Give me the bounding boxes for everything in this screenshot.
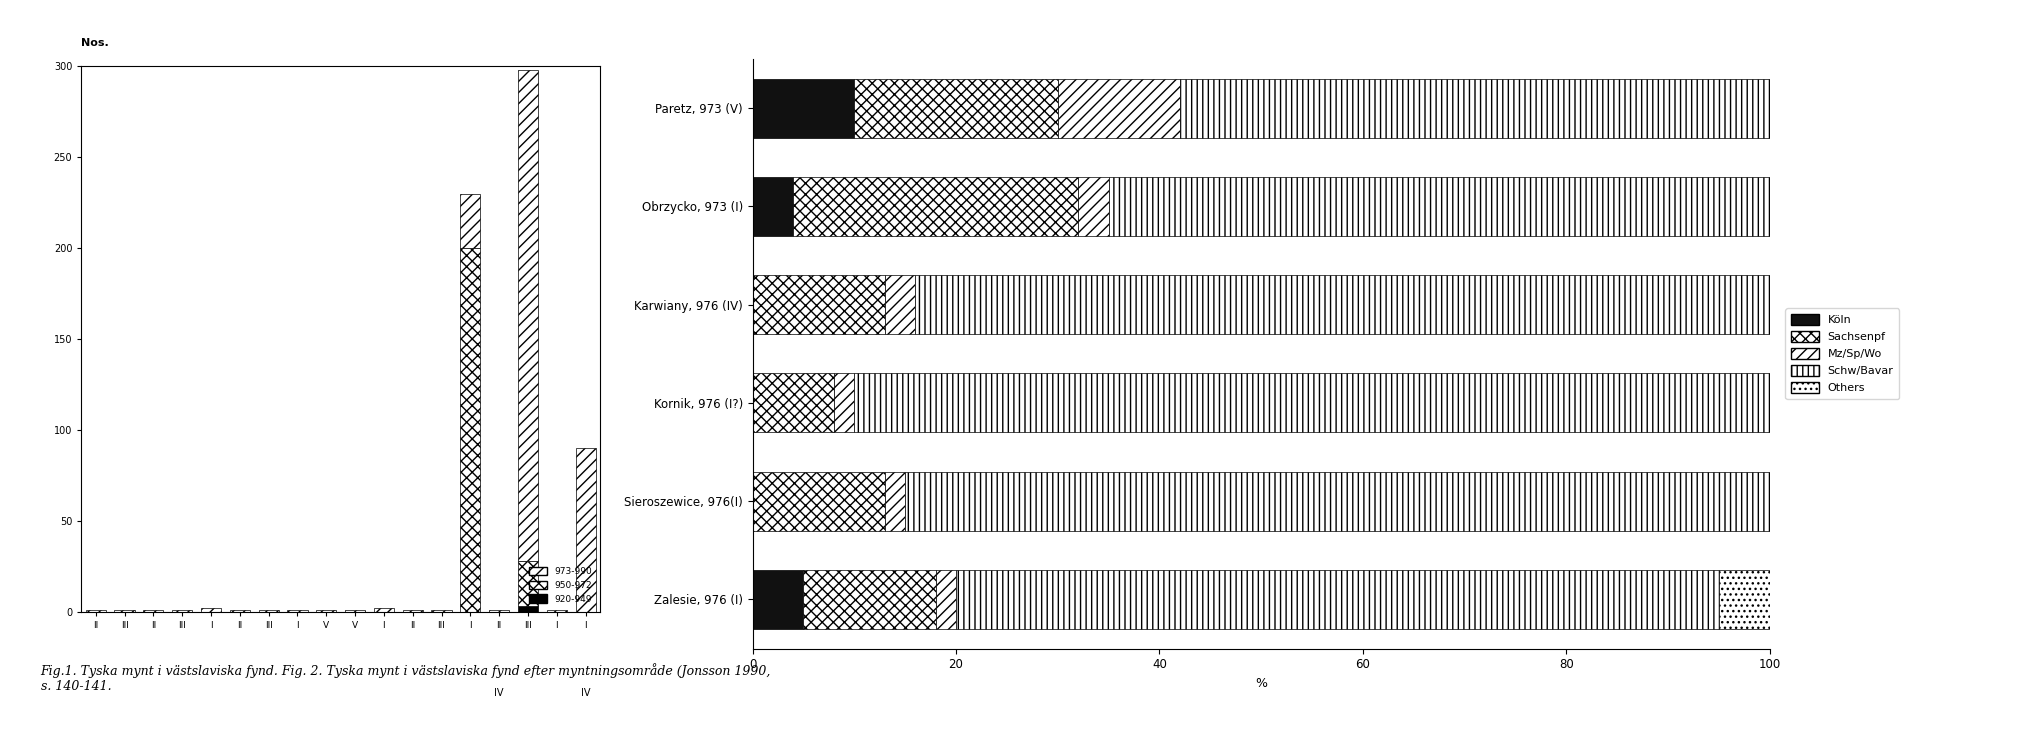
Bar: [885, 472, 905, 531]
Bar: [1180, 79, 1770, 138]
Bar: [753, 79, 854, 138]
Bar: [519, 70, 539, 561]
Bar: [885, 275, 915, 334]
Text: Fig.1. Tyska mynt i västslaviska fynd. Fig. 2. Tyska mynt i västslaviska fynd ef: Fig.1. Tyska mynt i västslaviska fynd. F…: [41, 663, 771, 694]
Bar: [834, 374, 854, 433]
Bar: [793, 177, 1078, 236]
Bar: [905, 472, 1770, 531]
Legend: Köln, Sachsenpf, Mz/Sp/Wo, Schw/Bavar, Others: Köln, Sachsenpf, Mz/Sp/Wo, Schw/Bavar, O…: [1786, 309, 1900, 399]
Bar: [854, 79, 1058, 138]
Bar: [1109, 177, 1770, 236]
Bar: [753, 374, 834, 433]
Bar: [1719, 570, 1770, 629]
Bar: [753, 570, 803, 629]
Bar: [753, 177, 793, 236]
Bar: [854, 374, 1770, 433]
Bar: [346, 610, 366, 612]
Bar: [1058, 79, 1180, 138]
Bar: [936, 570, 956, 629]
Bar: [753, 275, 885, 334]
Bar: [431, 610, 452, 612]
Bar: [519, 561, 539, 607]
Bar: [547, 610, 567, 612]
Bar: [460, 194, 480, 248]
Bar: [519, 607, 539, 612]
Bar: [460, 248, 480, 612]
X-axis label: %: %: [1255, 677, 1267, 690]
Bar: [258, 610, 279, 612]
Bar: [1078, 177, 1109, 236]
Bar: [488, 610, 508, 612]
Legend: 973-990, 950-972, 920-949: 973-990, 950-972, 920-949: [525, 564, 596, 607]
Bar: [114, 610, 134, 612]
Text: IV: IV: [494, 688, 504, 698]
Bar: [201, 608, 222, 612]
Bar: [230, 610, 250, 612]
Bar: [142, 610, 163, 612]
Text: IV: IV: [582, 688, 590, 698]
Bar: [374, 608, 395, 612]
Bar: [85, 610, 106, 612]
Text: Nos.: Nos.: [81, 38, 110, 48]
Bar: [915, 275, 1770, 334]
Bar: [956, 570, 1719, 629]
Bar: [753, 472, 885, 531]
Bar: [403, 610, 423, 612]
Bar: [173, 610, 193, 612]
Bar: [287, 610, 307, 612]
Bar: [803, 570, 936, 629]
Bar: [315, 610, 336, 612]
Bar: [576, 448, 596, 612]
